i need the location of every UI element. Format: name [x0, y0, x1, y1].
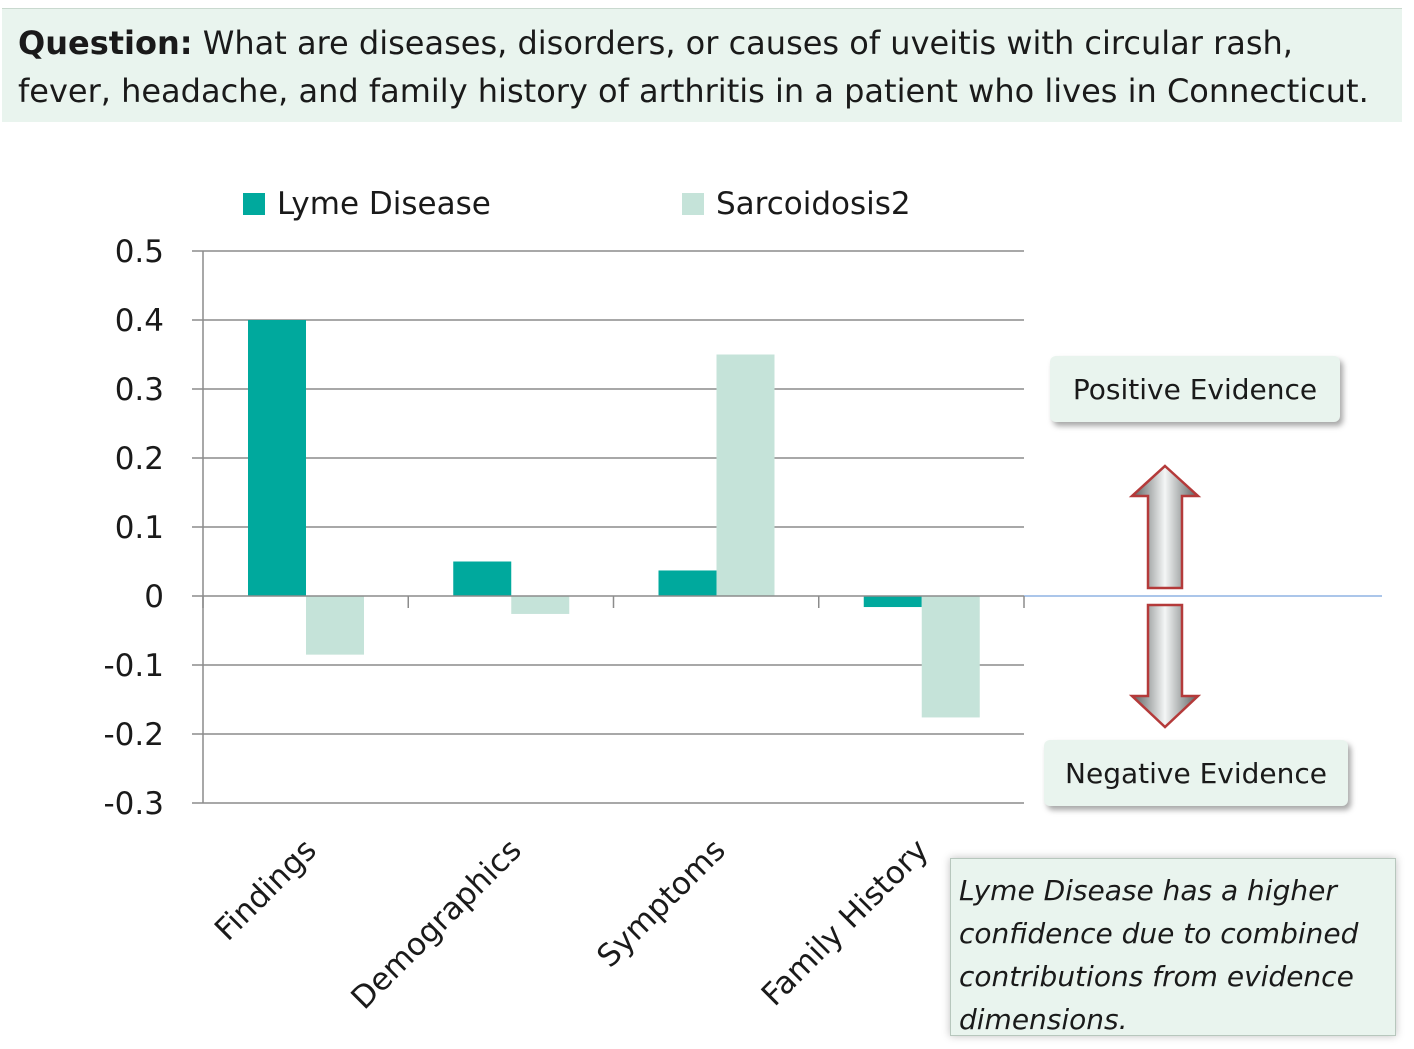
legend: Lyme Disease Sarcoidosis2	[243, 186, 911, 222]
bar-sarcoidosis-demographics	[511, 596, 570, 614]
y-tick-label: 0.3	[115, 372, 164, 408]
legend-swatch	[682, 193, 704, 215]
y-tick-label: 0	[144, 579, 164, 615]
x-category-label: Findings	[208, 832, 324, 948]
y-tick-label: 0.2	[115, 441, 164, 477]
x-category-label: Symptoms	[590, 832, 732, 974]
y-tick-label: -0.2	[104, 717, 165, 753]
bar-lyme-demographics	[453, 561, 512, 596]
down-arrow-icon	[1128, 603, 1202, 729]
negative-evidence-label: Negative Evidence	[1044, 740, 1348, 806]
gridlines	[192, 250, 1024, 804]
legend-label: Sarcoidosis2	[716, 186, 911, 222]
bar-sarcoidosis-family-history	[921, 596, 980, 718]
bar-lyme-symptoms	[658, 570, 717, 596]
positive-evidence-label: Positive Evidence	[1050, 356, 1340, 422]
question-label: Question:	[18, 24, 193, 62]
bar-sarcoidosis-findings	[306, 596, 364, 655]
y-tick-label: -0.3	[104, 786, 165, 822]
bars	[248, 320, 980, 718]
y-tick-label: 0.5	[115, 234, 164, 270]
legend-swatch	[243, 193, 265, 215]
bar-lyme-findings	[248, 320, 306, 596]
x-category-label: Demographics	[344, 832, 528, 1016]
x-category-label: Family History	[755, 832, 936, 1013]
legend-label: Lyme Disease	[277, 186, 491, 222]
up-arrow-icon	[1128, 464, 1202, 590]
question-text: What are diseases, disorders, or causes …	[18, 24, 1369, 110]
bar-sarcoidosis-symptoms	[716, 354, 775, 596]
question-box: Question: What are diseases, disorders, …	[2, 8, 1402, 122]
bar-lyme-family-history	[863, 596, 922, 608]
y-tick-label: 0.1	[115, 510, 164, 546]
note-box: Lyme Disease has a higher confidence due…	[950, 858, 1396, 1036]
y-tick-label: 0.4	[115, 303, 164, 339]
y-tick-label: -0.1	[104, 648, 165, 684]
